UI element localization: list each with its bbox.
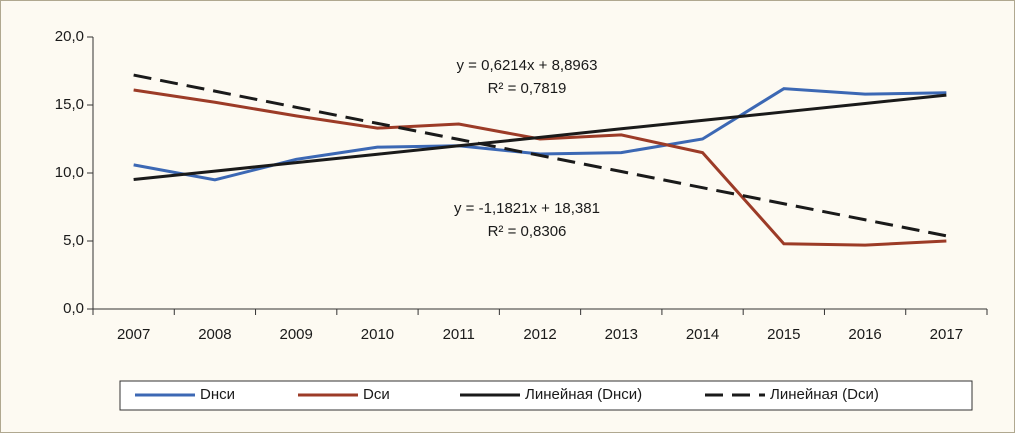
series-line (133, 88, 947, 247)
y-tick-label: 20,0 (55, 28, 84, 45)
x-tick-label: 2015 (767, 326, 800, 343)
annotation: R² = 0,8306 (488, 223, 567, 240)
series-line (133, 93, 947, 182)
y-tick-label: 0,0 (63, 300, 84, 317)
y-tick-label: 5,0 (63, 232, 84, 249)
x-tick-label: 2014 (686, 326, 719, 343)
x-tick-label: 2017 (930, 326, 963, 343)
annotation: y = -1,1821x + 18,381 (454, 200, 600, 217)
y-tick-label: 10,0 (55, 164, 84, 181)
y-tick-label: 15,0 (55, 96, 84, 113)
series-line (133, 73, 947, 238)
x-tick-label: 2007 (117, 326, 150, 343)
annotation: y = 0,6214x + 8,8963 (457, 57, 598, 74)
legend-label: Линейная (Dси) (770, 386, 879, 403)
annotation: R² = 0,7819 (488, 80, 567, 97)
legend-label: Линейная (Dнси) (525, 386, 642, 403)
x-tick-label: 2012 (523, 326, 556, 343)
x-tick-label: 2009 (279, 326, 312, 343)
x-tick-label: 2010 (361, 326, 394, 343)
x-tick-label: 2008 (198, 326, 231, 343)
x-tick-label: 2011 (443, 326, 475, 343)
x-tick-label: 2013 (605, 326, 638, 343)
legend-box (119, 380, 973, 411)
x-tick-label: 2016 (848, 326, 881, 343)
legend-label: Dнси (200, 386, 235, 403)
legend-label: Dси (363, 386, 390, 403)
